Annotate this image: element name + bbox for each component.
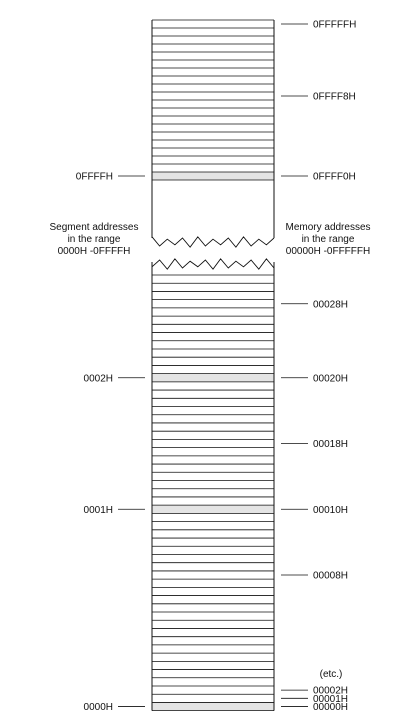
memory-address-label: 00008H	[313, 571, 348, 582]
upper-memory-block	[151, 19, 275, 181]
lower-memory-block	[151, 274, 275, 712]
memory-address-label: 00002H	[313, 686, 348, 697]
memory-address-label: 00001H	[313, 694, 348, 705]
etc-label: (etc.)	[320, 669, 343, 680]
memory-caption-line-1: Memory addresses	[285, 222, 370, 233]
memory-address-label: 00010H	[313, 505, 348, 516]
memory-address-label: 0FFFFFH	[313, 20, 356, 31]
segment-address-label: 0FFFFH	[76, 172, 113, 183]
memory-caption-line-2: in the range	[302, 234, 355, 245]
memory-address-label: 0FFFF0H	[313, 172, 356, 183]
upper-highlight-row	[152, 172, 274, 180]
memory-caption-line-3: 00000H -0FFFFFH	[286, 246, 370, 257]
segment-address-label: 0002H	[84, 373, 113, 384]
break-zigzags	[151, 180, 275, 275]
memory-address-label: 00000H	[313, 702, 348, 713]
segment-address-label: 0000H	[84, 702, 113, 713]
address-labels: 0FFFFFH 0FFFF8H 0FFFF0H 0FFFFH 00028H 00020H 0…	[76, 20, 357, 714]
memory-address-label: 0FFFF8H	[313, 92, 356, 103]
segment-caption-line-3: 0000H -0FFFFH	[58, 246, 131, 257]
lower-highlight-row	[152, 505, 274, 514]
segment-address-label: 0001H	[84, 505, 113, 516]
memory-address-label: 00028H	[313, 299, 348, 310]
lower-highlight-row	[152, 373, 274, 382]
segment-caption-line-1: Segment addresses	[50, 222, 139, 233]
lower-break-zigzag	[151, 258, 275, 270]
segment-caption-line-2: in the range	[68, 234, 121, 245]
lower-highlight-row	[152, 702, 274, 711]
memory-address-label: 00018H	[313, 439, 348, 450]
upper-break-zigzag	[151, 236, 275, 248]
memory-address-label: 00020H	[313, 373, 348, 384]
